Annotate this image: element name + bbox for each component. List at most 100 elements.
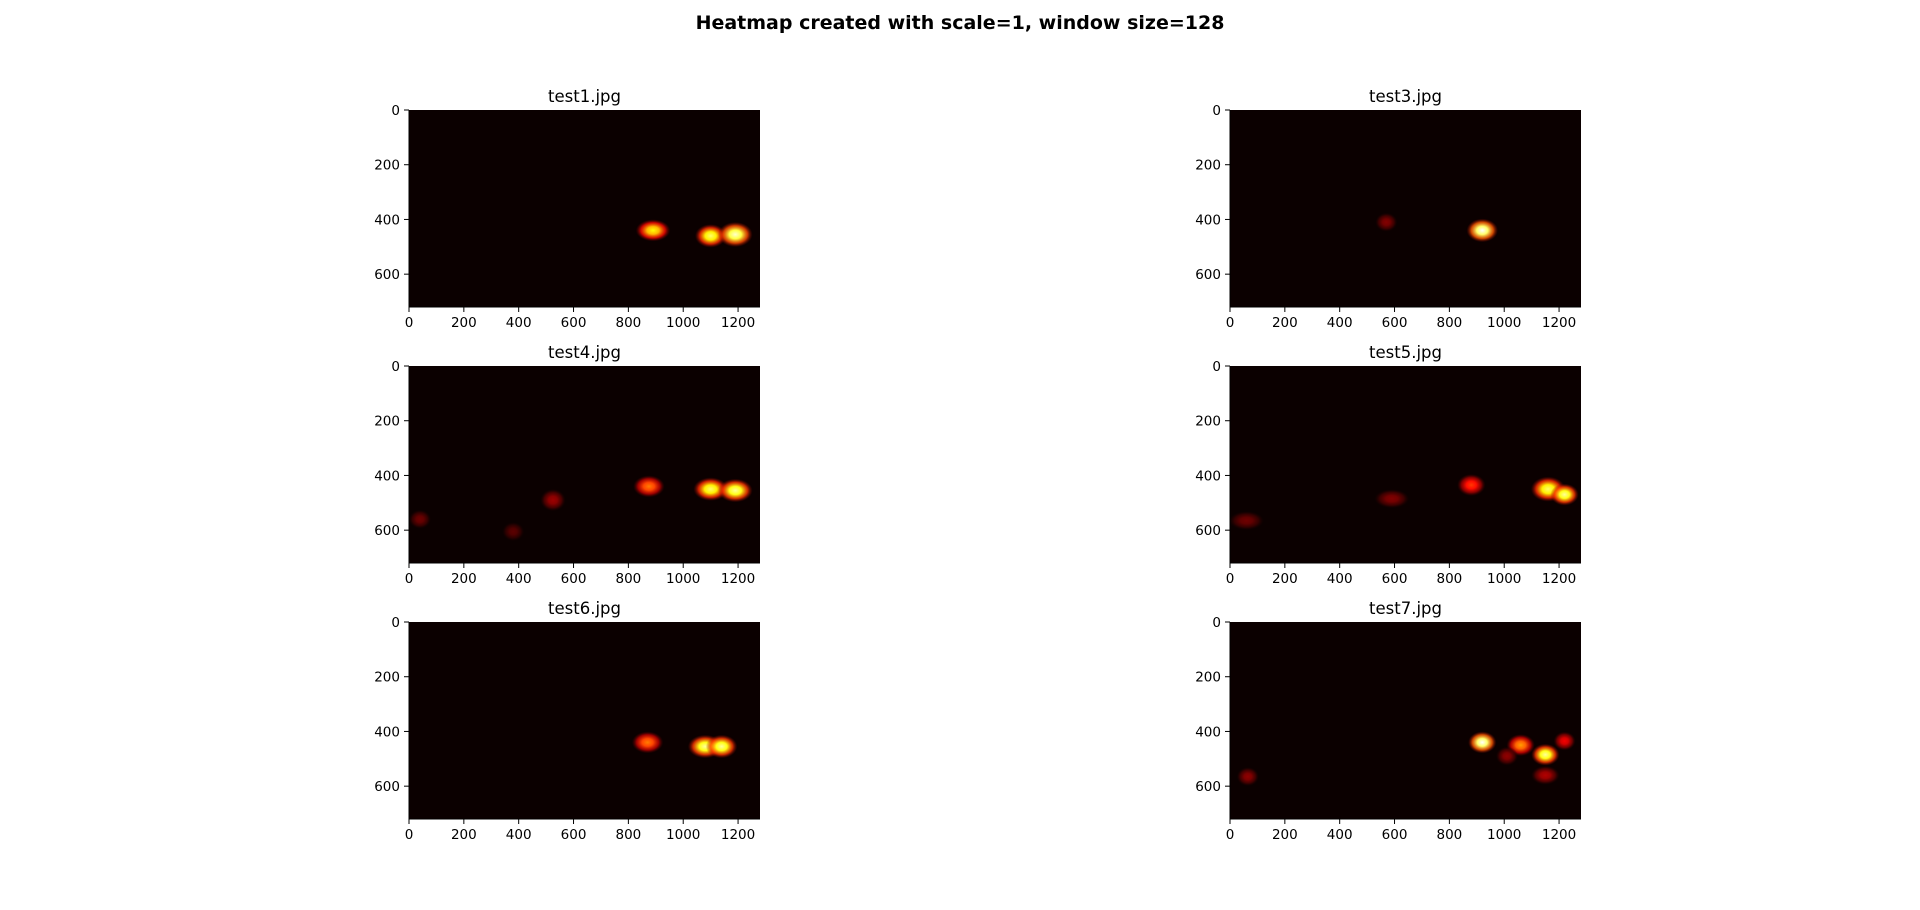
y-tick-label: 600 (1195, 779, 1221, 795)
heat-blob (1375, 212, 1398, 232)
y-tick-label: 600 (374, 779, 400, 795)
x-tick-label: 1200 (1542, 571, 1576, 587)
y-tick-label: 400 (374, 468, 400, 484)
x-tick-label: 600 (1382, 315, 1408, 331)
heat-blob (1374, 489, 1410, 509)
x-tick-label: 400 (506, 315, 532, 331)
x-tick-label: 0 (405, 827, 414, 843)
x-tick-label: 200 (451, 315, 477, 331)
x-tick-label: 200 (1272, 315, 1298, 331)
y-tick-label: 400 (1195, 468, 1221, 484)
x-tick-label: 400 (506, 571, 532, 587)
heat-blob (1468, 731, 1497, 754)
y-tick-label: 200 (374, 158, 400, 174)
heatmap-background (1230, 366, 1581, 563)
x-tick-label: 1200 (1542, 827, 1576, 843)
panel-title: test7.jpg (1369, 599, 1442, 618)
x-tick-label: 1200 (1542, 315, 1576, 331)
y-tick-label: 200 (1195, 670, 1221, 686)
x-tick-label: 200 (451, 571, 477, 587)
y-tick-label: 400 (374, 212, 400, 228)
x-tick-label: 1200 (721, 315, 755, 331)
y-tick-label: 600 (1195, 267, 1221, 283)
x-tick-label: 200 (451, 827, 477, 843)
heat-blob (717, 478, 753, 503)
heat-blob (633, 475, 665, 498)
y-tick-label: 0 (1212, 103, 1221, 119)
panel-title: test1.jpg (548, 87, 621, 106)
x-tick-label: 1000 (666, 571, 700, 587)
x-tick-label: 800 (615, 315, 641, 331)
heatmap-background (409, 110, 760, 307)
x-tick-label: 1000 (666, 315, 700, 331)
y-tick-label: 0 (391, 103, 400, 119)
y-tick-label: 0 (391, 359, 400, 375)
heatmap-background (409, 366, 760, 563)
x-tick-label: 800 (1436, 571, 1462, 587)
y-tick-label: 0 (1212, 359, 1221, 375)
heatmap-panel: test3.jpg 0 200 400 600 800 1000 1200 0 200 400 600 (1195, 87, 1581, 331)
panel-title: test5.jpg (1369, 343, 1442, 362)
heatmap-panel: test1.jpg 0 200 400 600 800 1000 1200 0 200 400 600 (374, 87, 760, 331)
y-tick-label: 0 (391, 615, 400, 631)
x-tick-label: 1000 (1487, 315, 1521, 331)
y-tick-label: 200 (1195, 158, 1221, 174)
heatmap-panel: test4.jpg 0 200 400 600 800 1000 1200 0 200 400 600 (374, 343, 760, 587)
x-tick-label: 600 (1382, 827, 1408, 843)
x-tick-label: 1000 (1487, 571, 1521, 587)
y-tick-label: 200 (1195, 414, 1221, 430)
heat-blob (635, 219, 671, 242)
x-tick-label: 0 (405, 571, 414, 587)
heatmap-background (409, 622, 760, 819)
heatmap-panel: test6.jpg 0 200 400 600 800 1000 1200 0 200 400 600 (374, 599, 760, 843)
heat-blob (1457, 474, 1486, 497)
heat-blob (1236, 767, 1259, 787)
y-tick-label: 200 (374, 414, 400, 430)
x-tick-label: 600 (561, 571, 587, 587)
x-tick-label: 200 (1272, 571, 1298, 587)
y-tick-label: 0 (1212, 615, 1221, 631)
x-tick-label: 0 (1226, 315, 1235, 331)
panel-title: test6.jpg (548, 599, 621, 618)
heat-blob (1466, 218, 1499, 243)
heat-blob (540, 489, 566, 512)
y-tick-label: 600 (374, 523, 400, 539)
x-tick-label: 0 (1226, 827, 1235, 843)
y-tick-label: 400 (1195, 724, 1221, 740)
heat-blob (1553, 731, 1576, 751)
x-tick-label: 600 (561, 315, 587, 331)
x-tick-label: 800 (1436, 827, 1462, 843)
heatmap-panel: test7.jpg 0 200 400 600 800 1000 1200 0 200 400 600 (1195, 599, 1581, 843)
heatmap-background (1230, 622, 1581, 819)
x-tick-label: 1200 (721, 827, 755, 843)
panel-title: test3.jpg (1369, 87, 1442, 106)
x-tick-label: 800 (1436, 315, 1462, 331)
x-tick-label: 600 (561, 827, 587, 843)
y-tick-label: 400 (374, 724, 400, 740)
x-tick-label: 200 (1272, 827, 1298, 843)
heat-blob (1495, 746, 1518, 766)
heat-blob (694, 224, 727, 248)
heatmap-panel: test5.jpg 0 200 400 600 800 1000 1200 0 200 400 600 (1195, 343, 1581, 587)
heat-blob (705, 734, 738, 759)
heat-blob (1531, 743, 1560, 766)
x-tick-label: 0 (405, 315, 414, 331)
y-tick-label: 200 (374, 670, 400, 686)
heat-blob (409, 509, 432, 529)
heat-blob (631, 731, 664, 754)
x-tick-label: 800 (615, 827, 641, 843)
x-tick-label: 0 (1226, 571, 1235, 587)
x-tick-label: 400 (1327, 571, 1353, 587)
figure-suptitle: Heatmap created with scale=1, window siz… (695, 12, 1225, 34)
x-tick-label: 600 (1382, 571, 1408, 587)
heat-blob (717, 221, 753, 248)
panel-title: test4.jpg (548, 343, 621, 362)
heatmap-background (1230, 110, 1581, 307)
x-tick-label: 1000 (666, 827, 700, 843)
heat-blob (1531, 765, 1560, 785)
x-tick-label: 400 (1327, 827, 1353, 843)
heat-blob (1550, 483, 1579, 506)
x-tick-label: 800 (615, 571, 641, 587)
y-tick-label: 400 (1195, 212, 1221, 228)
